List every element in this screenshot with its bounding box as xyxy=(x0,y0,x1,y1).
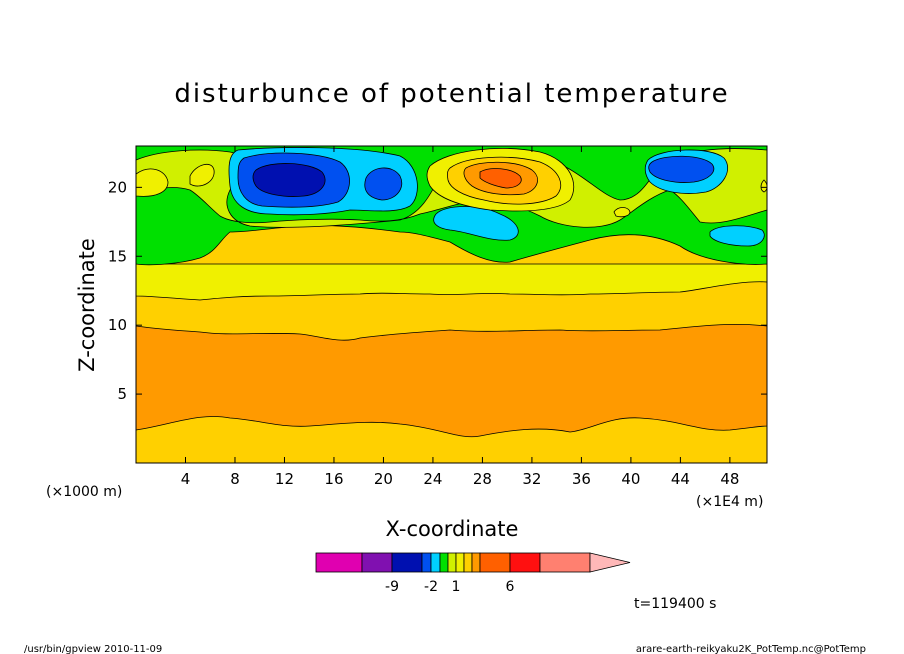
y-axis-label: Z-coordinate xyxy=(75,238,99,372)
colorbar-label: 1 xyxy=(452,579,461,595)
colorbar-cell xyxy=(421,552,432,573)
colorbar xyxy=(315,552,631,573)
plot-area xyxy=(135,145,768,464)
x-tick-label: 48 xyxy=(720,470,739,488)
colorbar-cell xyxy=(509,552,541,573)
blue-region-right xyxy=(648,155,715,183)
x-unit-left: (×1000 m) xyxy=(46,484,122,500)
darkblue-core-left xyxy=(252,163,326,197)
x-tick-label: 40 xyxy=(621,470,640,488)
colorbar-cell xyxy=(455,552,465,573)
x-tick-label: 36 xyxy=(572,470,591,488)
x-tick-label: 24 xyxy=(423,470,442,488)
colorbar-label: -9 xyxy=(385,579,399,595)
colorbar-cell xyxy=(391,552,423,573)
colorbar-cell xyxy=(361,552,393,573)
plot-title: disturbunce of potential temperature xyxy=(174,79,729,109)
colorbar-labels: -9 -2 1 6 xyxy=(385,579,515,595)
colorbar-cell xyxy=(315,552,363,573)
y-tick-label: 10 xyxy=(108,316,127,334)
footer-left: /usr/bin/gpview 2010-11-09 xyxy=(24,644,162,654)
colorbar-cell xyxy=(447,552,457,573)
colorbar-cell xyxy=(430,552,441,573)
orange-core-warm xyxy=(479,168,522,189)
x-tick-label: 8 xyxy=(230,470,240,488)
x-tick-label: 16 xyxy=(324,470,343,488)
y-tick-label: 5 xyxy=(117,385,127,403)
y-tick-label: 15 xyxy=(108,247,127,265)
band-yellow xyxy=(135,263,768,301)
colorbar-label: -2 xyxy=(424,579,438,595)
colorbar-cell xyxy=(471,552,481,573)
band-orange-low xyxy=(135,323,768,438)
colorbar-cell xyxy=(479,552,511,573)
x-tick-label: 4 xyxy=(181,470,191,488)
x-axis-label: X-coordinate xyxy=(386,517,519,541)
x-tick-label: 12 xyxy=(275,470,294,488)
plot-frame xyxy=(135,145,768,464)
blue-blob-right xyxy=(364,167,403,201)
time-label: t=119400 s xyxy=(634,596,716,612)
y-axis: 5 10 15 20 xyxy=(108,178,767,403)
x-tick-label: 28 xyxy=(473,470,492,488)
y-tick-label: 20 xyxy=(108,178,127,196)
blob-yellow-left xyxy=(135,168,169,197)
footer-right: arare-earth-reikyaku2K_PotTemp.nc@PotTem… xyxy=(636,644,866,654)
x-unit-right: (×1E4 m) xyxy=(696,494,763,510)
x-tick-label: 44 xyxy=(671,470,690,488)
x-axis: 4 8 12 16 20 24 28 32 36 40 44 48 xyxy=(181,146,739,488)
colorbar-cell xyxy=(439,552,449,573)
x-tick-label: 20 xyxy=(374,470,393,488)
colorbar-label: 6 xyxy=(506,579,515,595)
colorbar-cell xyxy=(463,552,473,573)
cyan-blob-right-low xyxy=(709,225,765,247)
colorbar-arrow xyxy=(589,552,631,573)
blob-yellow-edge xyxy=(760,179,768,193)
x-tick-label: 32 xyxy=(522,470,541,488)
colorbar-cell xyxy=(539,552,591,573)
blob-yellow-small xyxy=(189,163,215,187)
blob-yellow-dot xyxy=(613,207,631,218)
